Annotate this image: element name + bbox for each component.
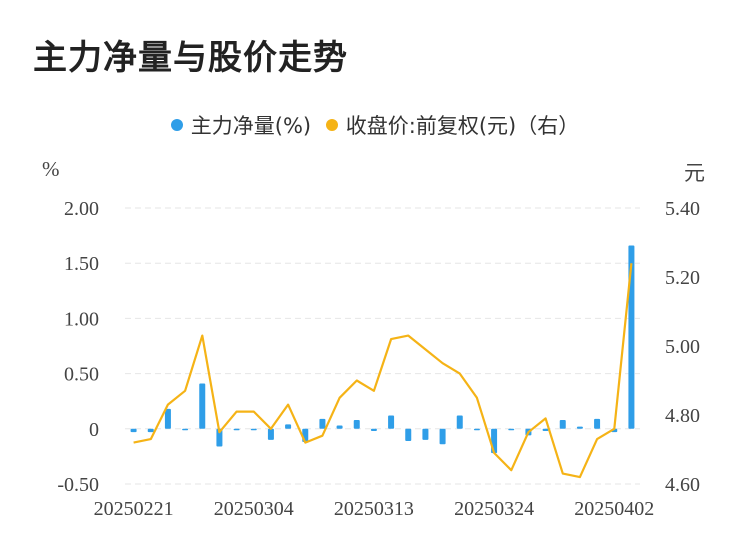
bar bbox=[336, 425, 343, 429]
legend-label: 主力净量(%) bbox=[190, 114, 312, 138]
left-tick-label: 1.50 bbox=[64, 253, 99, 275]
bar bbox=[267, 428, 274, 440]
x-tick-label: 20250324 bbox=[454, 498, 534, 520]
bar bbox=[422, 428, 429, 440]
bar bbox=[456, 415, 463, 429]
bar bbox=[542, 428, 549, 432]
legend-dot-icon bbox=[170, 119, 183, 131]
bar bbox=[439, 428, 446, 445]
bar bbox=[130, 428, 137, 433]
left-axis-unit: % bbox=[42, 157, 60, 181]
legend-label: 收盘价:前复权(元)（右） bbox=[345, 114, 580, 138]
x-tick-label: 20250221 bbox=[94, 498, 174, 520]
bar bbox=[370, 428, 377, 432]
legend: 主力净量(%) 收盘价:前复权(元)（右） bbox=[0, 110, 750, 140]
bar bbox=[319, 418, 326, 429]
bar bbox=[473, 428, 480, 431]
price-line bbox=[133, 263, 633, 479]
left-tick-label: 0 bbox=[89, 419, 99, 441]
bar bbox=[508, 428, 515, 431]
right-tick-label: 5.00 bbox=[665, 336, 700, 358]
bar bbox=[216, 428, 223, 447]
chart-title: 主力净量与股价走势 bbox=[33, 38, 348, 78]
left-tick-label: 1.00 bbox=[64, 308, 99, 330]
left-tick-label: 2.00 bbox=[64, 198, 99, 220]
x-tick-label: 20250304 bbox=[214, 498, 294, 520]
bar bbox=[285, 424, 292, 429]
bar bbox=[147, 428, 154, 433]
right-axis-unit: 元 bbox=[684, 161, 705, 185]
bar bbox=[559, 419, 566, 429]
bar bbox=[182, 428, 189, 431]
legend-item-net-volume[interactable]: 主力净量(%) bbox=[170, 110, 312, 140]
legend-item-close-price[interactable]: 收盘价:前复权(元)（右） bbox=[325, 110, 580, 140]
bar bbox=[388, 415, 395, 429]
legend-dot-icon bbox=[325, 119, 338, 131]
bar bbox=[353, 419, 360, 429]
bar bbox=[164, 408, 171, 429]
x-tick-label: 20250402 bbox=[574, 498, 654, 520]
right-tick-label: 4.60 bbox=[665, 474, 700, 496]
bar bbox=[594, 418, 601, 429]
right-tick-label: 4.80 bbox=[665, 405, 700, 427]
left-tick-label: -0.50 bbox=[57, 474, 99, 496]
bar bbox=[405, 428, 412, 441]
bar bbox=[250, 428, 257, 431]
left-tick-label: 0.50 bbox=[64, 364, 99, 386]
bar bbox=[576, 426, 583, 429]
bar bbox=[628, 245, 635, 429]
right-tick-label: 5.40 bbox=[665, 198, 700, 220]
bar bbox=[199, 383, 206, 429]
x-tick-label: 20250313 bbox=[334, 498, 414, 520]
right-tick-label: 5.20 bbox=[665, 267, 700, 289]
bar bbox=[233, 428, 240, 431]
